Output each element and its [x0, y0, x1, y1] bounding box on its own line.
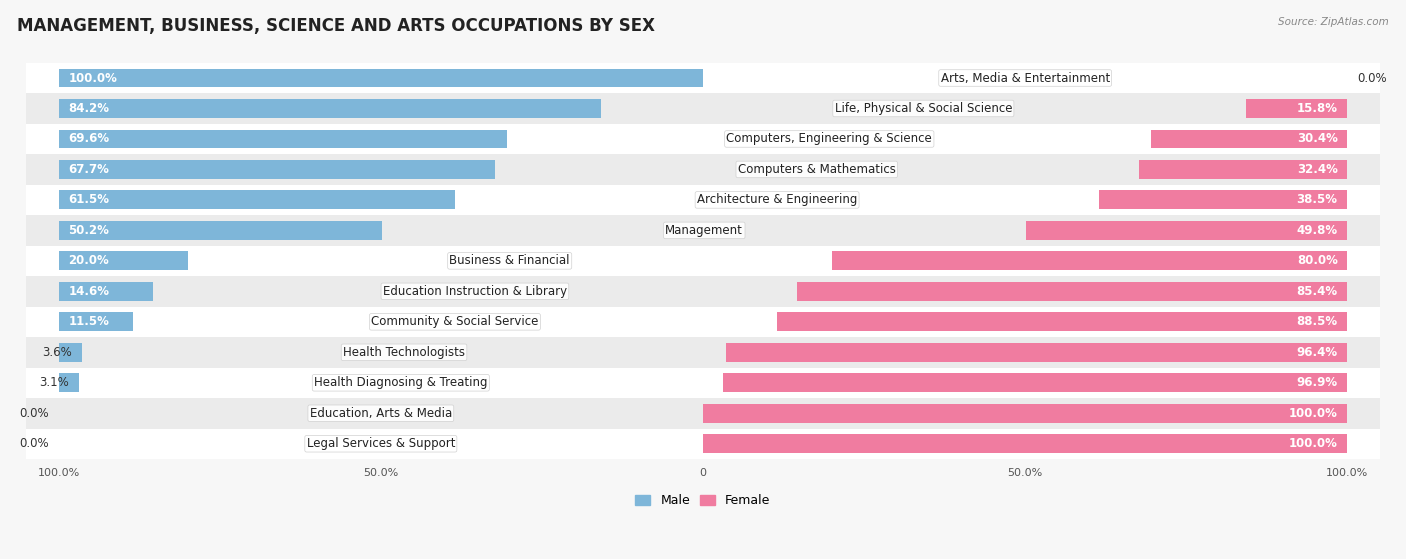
Bar [59, 373, 79, 392]
Bar [27, 398, 1379, 429]
Bar [27, 306, 1379, 337]
Text: 69.6%: 69.6% [69, 132, 110, 145]
Bar [59, 312, 132, 331]
Bar [59, 130, 508, 148]
Bar [1026, 221, 1347, 240]
Text: Source: ZipAtlas.com: Source: ZipAtlas.com [1278, 17, 1389, 27]
Bar [27, 276, 1379, 306]
Text: MANAGEMENT, BUSINESS, SCIENCE AND ARTS OCCUPATIONS BY SEX: MANAGEMENT, BUSINESS, SCIENCE AND ARTS O… [17, 17, 655, 35]
Text: Health Technologists: Health Technologists [343, 346, 465, 359]
Text: 3.1%: 3.1% [39, 376, 69, 389]
Text: 20.0%: 20.0% [69, 254, 110, 267]
Bar [27, 154, 1379, 184]
Bar [1139, 160, 1347, 179]
Bar [59, 252, 187, 271]
Text: 100.0%: 100.0% [69, 72, 117, 84]
Text: Computers & Mathematics: Computers & Mathematics [738, 163, 896, 176]
Bar [27, 63, 1379, 93]
Bar [59, 282, 153, 301]
Bar [59, 99, 602, 118]
Text: Management: Management [665, 224, 744, 237]
Text: 67.7%: 67.7% [69, 163, 110, 176]
Text: 3.6%: 3.6% [42, 346, 72, 359]
Bar [27, 429, 1379, 459]
Text: 80.0%: 80.0% [1296, 254, 1337, 267]
Text: 30.4%: 30.4% [1296, 132, 1337, 145]
Text: Health Diagnosing & Treating: Health Diagnosing & Treating [314, 376, 488, 389]
Bar [59, 69, 703, 87]
Text: Education Instruction & Library: Education Instruction & Library [382, 285, 567, 298]
Bar [1152, 130, 1347, 148]
Text: 85.4%: 85.4% [1296, 285, 1337, 298]
Text: Computers, Engineering & Science: Computers, Engineering & Science [727, 132, 932, 145]
Bar [27, 184, 1379, 215]
Bar [832, 252, 1347, 271]
Text: 100.0%: 100.0% [1289, 437, 1337, 450]
Text: 11.5%: 11.5% [69, 315, 110, 328]
Bar [27, 337, 1379, 368]
Text: 0.0%: 0.0% [20, 437, 49, 450]
Bar [27, 124, 1379, 154]
Bar [59, 160, 495, 179]
Text: 14.6%: 14.6% [69, 285, 110, 298]
Bar [27, 245, 1379, 276]
Text: 61.5%: 61.5% [69, 193, 110, 206]
Text: 100.0%: 100.0% [1289, 407, 1337, 420]
Legend: Male, Female: Male, Female [630, 489, 776, 512]
Text: 38.5%: 38.5% [1296, 193, 1337, 206]
Text: 0.0%: 0.0% [1357, 72, 1386, 84]
Text: Business & Financial: Business & Financial [450, 254, 569, 267]
Text: 49.8%: 49.8% [1296, 224, 1337, 237]
Text: Legal Services & Support: Legal Services & Support [307, 437, 456, 450]
Text: Architecture & Engineering: Architecture & Engineering [697, 193, 858, 206]
Text: 96.9%: 96.9% [1296, 376, 1337, 389]
Text: 84.2%: 84.2% [69, 102, 110, 115]
Text: 50.2%: 50.2% [69, 224, 110, 237]
Text: 15.8%: 15.8% [1296, 102, 1337, 115]
Bar [703, 404, 1347, 423]
Bar [725, 343, 1347, 362]
Bar [59, 343, 82, 362]
Bar [1099, 191, 1347, 210]
Bar [1246, 99, 1347, 118]
Bar [27, 368, 1379, 398]
Bar [27, 93, 1379, 124]
Bar [703, 434, 1347, 453]
Bar [59, 191, 456, 210]
Bar [797, 282, 1347, 301]
Bar [27, 215, 1379, 245]
Text: Life, Physical & Social Science: Life, Physical & Social Science [835, 102, 1012, 115]
Text: 96.4%: 96.4% [1296, 346, 1337, 359]
Text: 88.5%: 88.5% [1296, 315, 1337, 328]
Text: Community & Social Service: Community & Social Service [371, 315, 538, 328]
Bar [59, 221, 382, 240]
Text: Education, Arts & Media: Education, Arts & Media [309, 407, 451, 420]
Bar [778, 312, 1347, 331]
Bar [723, 373, 1347, 392]
Text: 32.4%: 32.4% [1296, 163, 1337, 176]
Text: Arts, Media & Entertainment: Arts, Media & Entertainment [941, 72, 1109, 84]
Text: 0.0%: 0.0% [20, 407, 49, 420]
